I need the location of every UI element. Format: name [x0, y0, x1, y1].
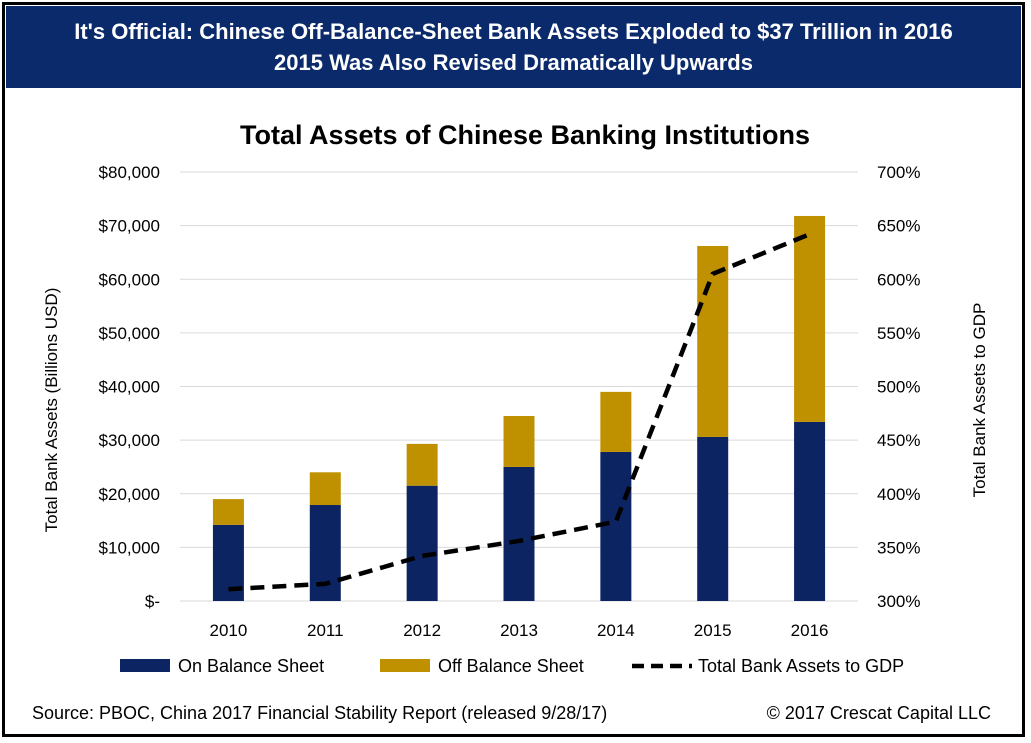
right-tick-label: 700%: [877, 163, 920, 182]
headline-line-2: 2015 Was Also Revised Dramatically Upwar…: [274, 50, 753, 75]
bar-off-balance-2015: [697, 246, 729, 437]
left-tick-label: $60,000: [99, 270, 160, 289]
bars: [212, 215, 826, 601]
bar-off-balance-2016: [794, 215, 826, 422]
bar-on-balance-2013: [503, 466, 535, 601]
bar-off-balance-2010: [212, 499, 244, 525]
x-tick-label: 2014: [597, 621, 635, 640]
left-tick-label: $-: [145, 592, 160, 611]
left-tick-label: $20,000: [99, 485, 160, 504]
right-tick-label: 300%: [877, 592, 920, 611]
chart-title: Total Assets of Chinese Banking Institut…: [240, 120, 810, 150]
right-tick-label: 600%: [877, 270, 920, 289]
left-tick-label: $50,000: [99, 324, 160, 343]
legend-label-off-balance: Off Balance Sheet: [438, 656, 584, 676]
left-tick-label: $30,000: [99, 431, 160, 450]
legend: On Balance Sheet Off Balance Sheet Total B…: [120, 656, 904, 676]
right-tick-label: 550%: [877, 324, 920, 343]
x-tick-label: 2011: [307, 621, 344, 640]
right-tick-label: 650%: [877, 217, 920, 236]
headline-line-1: It's Official: Chinese Off-Balance-Sheet…: [74, 19, 953, 44]
x-tick-label: 2012: [403, 621, 441, 640]
x-axis-ticks: 2010 2011 2012 2013 2014 2015 2016: [210, 621, 829, 640]
bar-off-balance-2011: [309, 472, 341, 506]
gdp-ratio-polyline: [228, 232, 811, 592]
legend-swatch-off-balance: [380, 659, 430, 672]
x-tick-label: 2013: [500, 621, 538, 640]
x-tick-label: 2015: [694, 621, 732, 640]
copyright-note: © 2017 Crescat Capital LLC: [766, 703, 991, 723]
right-axis-label: Total Bank Assets to GDP: [970, 303, 989, 498]
bar-on-balance-2014: [600, 451, 632, 601]
x-tick-label: 2010: [210, 621, 248, 640]
bar-on-balance-2016: [794, 421, 826, 601]
left-axis-ticks: $- $10,000 $20,000 $30,000 $40,000 $50,000 $60…: [99, 163, 160, 611]
bar-off-balance-2013: [503, 415, 535, 467]
bar-off-balance-2012: [406, 443, 438, 486]
bar-on-balance-2015: [697, 436, 729, 601]
bar-on-balance-2011: [309, 505, 341, 601]
source-note: Source: PBOC, China 2017 Financial Stabi…: [32, 703, 608, 723]
right-tick-label: 400%: [877, 485, 920, 504]
left-tick-label: $80,000: [99, 163, 160, 182]
left-tick-label: $40,000: [99, 378, 160, 397]
bar-off-balance-2014: [600, 391, 632, 452]
headline-banner: It's Official: Chinese Off-Balance-Sheet…: [6, 6, 1021, 88]
legend-swatch-on-balance: [120, 659, 170, 672]
legend-label-gdp-ratio: Total Bank Assets to GDP: [698, 656, 904, 676]
right-tick-label: 350%: [877, 538, 920, 557]
bar-on-balance-2012: [406, 485, 438, 601]
x-tick-label: 2016: [791, 621, 829, 640]
gdp-ratio-line: [228, 232, 811, 592]
left-axis-label: Total Bank Assets (Billions USD): [42, 288, 61, 533]
legend-label-on-balance: On Balance Sheet: [178, 656, 324, 676]
left-tick-label: $70,000: [99, 217, 160, 236]
right-tick-label: 500%: [877, 378, 920, 397]
right-axis-ticks: 300% 350% 400% 450% 500% 550% 600% 650% 700%: [877, 163, 920, 611]
right-tick-label: 450%: [877, 431, 920, 450]
left-tick-label: $10,000: [99, 538, 160, 557]
